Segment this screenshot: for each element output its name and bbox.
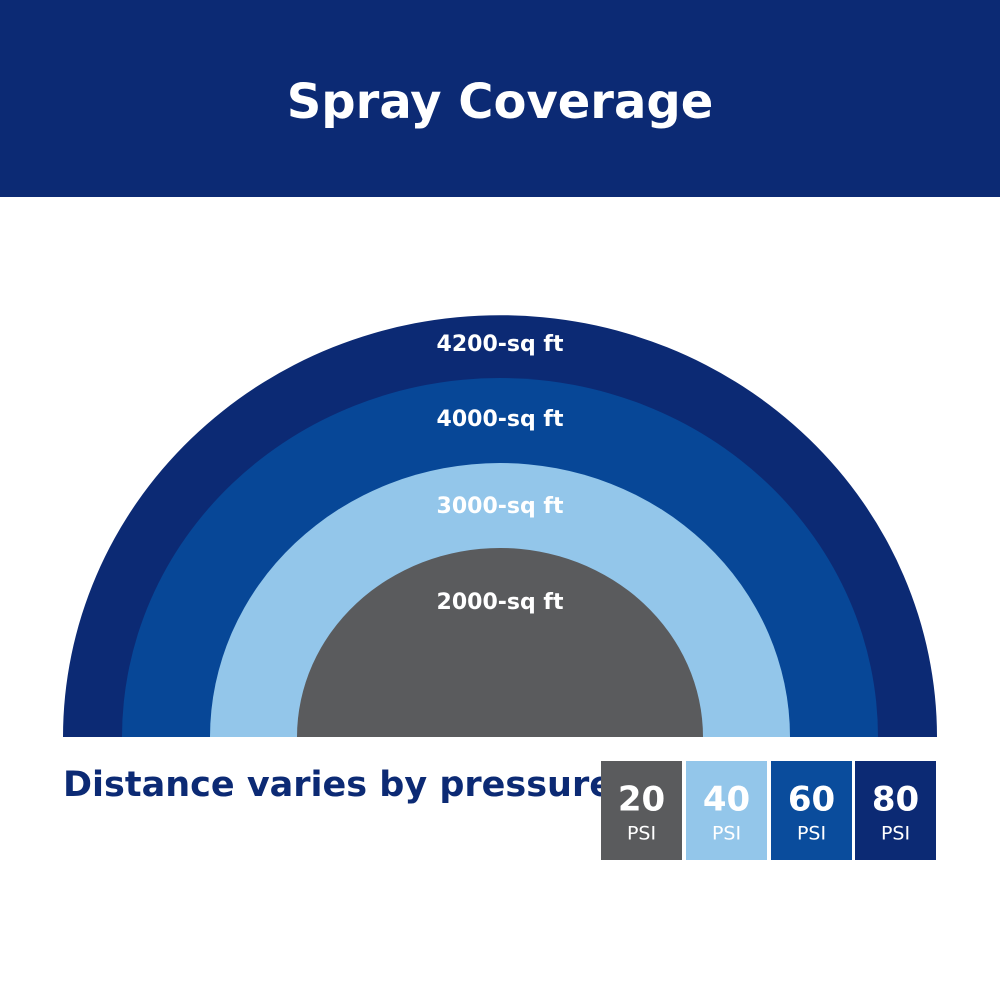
legend-unit: PSI [712, 823, 741, 845]
caption: Distance varies by pressure. [63, 765, 626, 805]
coverage-arcs: 4200-sq ft 4000-sq ft 3000-sq ft 2000-sq ft [63, 315, 937, 737]
arc-label: 2000-sq ft [437, 590, 564, 615]
arc-label: 3000-sq ft [437, 494, 564, 519]
legend-swatch [771, 761, 852, 860]
legend-value: 60 [788, 780, 835, 820]
coverage-arc [297, 548, 703, 737]
legend-value: 40 [703, 780, 750, 820]
legend: 20 PSI 40 PSI 60 PSI 80 PSI [601, 761, 936, 860]
header-band [0, 0, 1000, 197]
legend-swatch [855, 761, 936, 860]
legend-swatch [601, 761, 682, 860]
legend-unit: PSI [797, 823, 826, 845]
legend-value: 20 [618, 780, 665, 820]
legend-swatch [686, 761, 767, 860]
title: Spray Coverage [287, 74, 714, 130]
legend-unit: PSI [627, 823, 656, 845]
arc-label: 4200-sq ft [437, 332, 564, 357]
legend-unit: PSI [881, 823, 910, 845]
legend-value: 80 [872, 780, 919, 820]
arc-label: 4000-sq ft [437, 407, 564, 432]
